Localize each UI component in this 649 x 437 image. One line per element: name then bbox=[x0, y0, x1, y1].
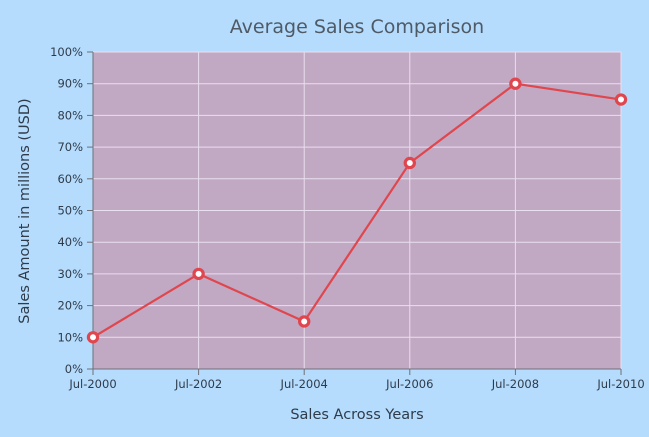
series bbox=[86, 77, 628, 344]
data-point-marker[interactable] bbox=[403, 156, 416, 170]
y-tick-label: 50% bbox=[57, 204, 83, 218]
data-point-marker[interactable] bbox=[298, 315, 311, 328]
x-tick-label: Jul-2010 bbox=[596, 377, 644, 391]
axes bbox=[87, 51, 622, 375]
y-tick-label: 10% bbox=[57, 330, 83, 344]
x-axis-title: Sales Across Years bbox=[290, 407, 423, 423]
y-tick-label: 30% bbox=[57, 267, 83, 281]
x-tick-label: Jul-2006 bbox=[385, 377, 433, 391]
y-tick-labels: 0% 10% 20% 30% 40% 50% 60% 70% 80% 90% 100% bbox=[50, 45, 83, 376]
y-tick-label: 70% bbox=[57, 140, 83, 154]
x-tick-label: Jul-2008 bbox=[491, 377, 539, 391]
y-tick-label: 80% bbox=[57, 108, 83, 122]
data-point-marker[interactable] bbox=[614, 93, 628, 106]
y-tick-label: 60% bbox=[57, 172, 83, 186]
data-point-marker[interactable] bbox=[509, 77, 522, 90]
data-point-marker[interactable] bbox=[86, 331, 100, 344]
y-tick-label: 20% bbox=[57, 299, 83, 313]
y-tick-label: 100% bbox=[50, 45, 83, 59]
y-tick-label: 40% bbox=[57, 235, 83, 249]
chart-title: Average Sales Comparison bbox=[230, 16, 484, 38]
gridlines bbox=[93, 51, 622, 369]
x-tick-label: Jul-2000 bbox=[68, 377, 116, 391]
data-point-marker[interactable] bbox=[192, 267, 205, 281]
y-tick-label: 0% bbox=[65, 362, 83, 376]
x-tick-label: Jul-2004 bbox=[280, 377, 328, 391]
series-line bbox=[92, 82, 622, 339]
x-tick-label: Jul-2002 bbox=[174, 377, 222, 391]
y-axis-title: Sales Amount in millions (USD) bbox=[17, 98, 33, 323]
y-tick-label: 90% bbox=[57, 77, 83, 91]
x-tick-labels: Jul-2000 Jul-2002 Jul-2004 Jul-2006 Jul-2008… bbox=[68, 377, 644, 391]
